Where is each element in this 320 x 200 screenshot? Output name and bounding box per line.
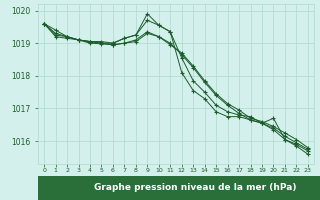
Text: Graphe pression niveau de la mer (hPa): Graphe pression niveau de la mer (hPa) xyxy=(94,184,296,192)
X-axis label: Graphe pression niveau de la mer (hPa): Graphe pression niveau de la mer (hPa) xyxy=(82,176,270,185)
